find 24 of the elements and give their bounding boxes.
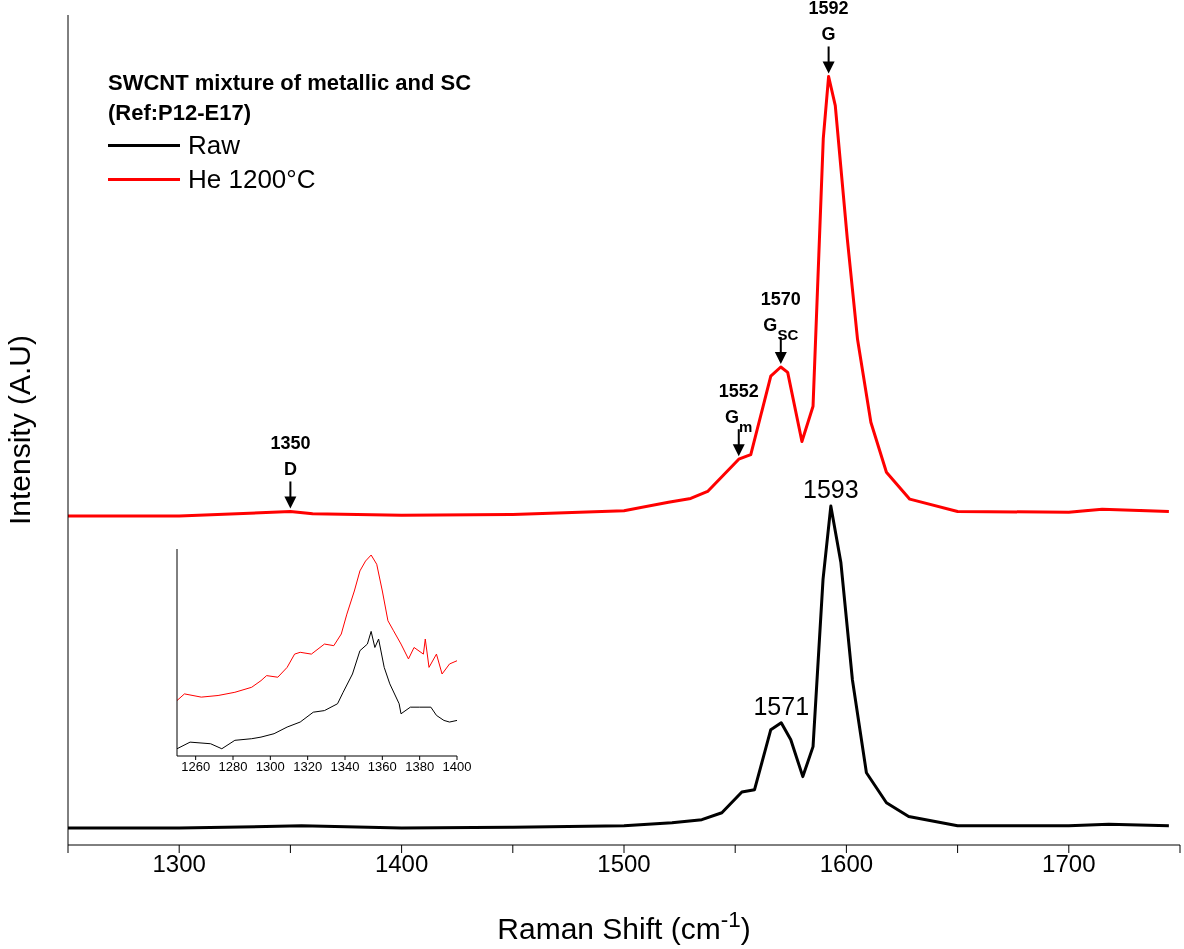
annotation: 1350 D: [270, 433, 311, 480]
legend-label: Raw: [188, 129, 241, 162]
x-tick-label: 1320: [293, 759, 323, 775]
x-tick-label: 1600: [819, 850, 874, 878]
x-tick-label: 1300: [152, 850, 206, 878]
annotation: 1593: [803, 475, 859, 504]
x-tick-label: 1400: [374, 850, 429, 878]
y-axis-title: Intensity (A.U): [3, 334, 36, 526]
x-tick-label: 1500: [597, 850, 651, 878]
x-tick-label: 1360: [367, 759, 397, 775]
x-tick-label: 1380: [405, 759, 435, 775]
x-tick-label: 1280: [218, 759, 248, 775]
legend-label: He 1200°C: [188, 163, 316, 196]
x-tick-label: 1400: [442, 759, 472, 775]
x-tick-label: 1260: [181, 759, 211, 775]
x-tick-label: 1340: [330, 759, 360, 775]
annotation: 1571: [753, 691, 810, 720]
annotation: 1592 G: [808, 0, 849, 45]
x-axis-title: Raman Shift (cm$^{-1}$): [497, 906, 751, 945]
annotation: 1552 G$_{m}$: [718, 381, 759, 435]
x-tick-label: 1700: [1042, 850, 1096, 878]
legend-title: SWCNT mixture of metallic and SC (Ref:P12-E17): [108, 69, 473, 127]
annotation: 1570 G$_{SC}$: [760, 288, 801, 343]
x-tick-label: 1300: [255, 759, 285, 775]
